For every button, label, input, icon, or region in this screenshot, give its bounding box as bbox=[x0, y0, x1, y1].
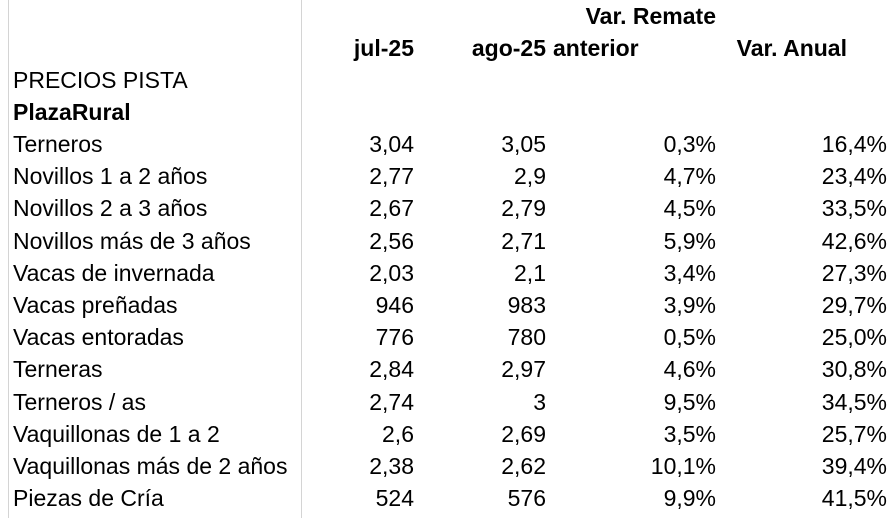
row-var-anual-value[interactable]: 16,4% bbox=[821, 131, 887, 157]
row-jul-value[interactable]: 2,74 bbox=[369, 389, 414, 415]
row-var-anual-value[interactable]: 27,3% bbox=[821, 260, 887, 286]
row-label[interactable]: Vaquillonas de 1 a 2 bbox=[13, 421, 220, 447]
header-var-anual[interactable]: Var. Anual bbox=[736, 35, 847, 61]
row-jul-value[interactable]: 776 bbox=[375, 324, 414, 350]
row-ago-value[interactable]: 2,71 bbox=[501, 228, 546, 254]
row-ago-value[interactable]: 780 bbox=[507, 324, 546, 350]
row-var-anual-value[interactable]: 42,6% bbox=[821, 228, 887, 254]
row-var-remate-value[interactable]: 3,9% bbox=[663, 292, 716, 318]
row-var-remate-value[interactable]: 9,9% bbox=[663, 485, 716, 511]
row-jul-value[interactable]: 2,03 bbox=[369, 260, 414, 286]
row-var-anual-value[interactable]: 23,4% bbox=[821, 163, 887, 189]
row-var-anual-value[interactable]: 33,5% bbox=[821, 195, 887, 221]
row-label[interactable]: Novillos más de 3 años bbox=[13, 228, 251, 254]
row-jul-value[interactable]: 2,6 bbox=[382, 421, 414, 447]
header-var-remate-line1[interactable]: Var. Remate bbox=[585, 3, 716, 29]
row-jul-value[interactable]: 524 bbox=[375, 485, 414, 511]
row-var-remate-value[interactable]: 5,9% bbox=[663, 228, 716, 254]
section-subtitle[interactable]: PlazaRural bbox=[13, 99, 131, 125]
row-label[interactable]: Vacas entoradas bbox=[13, 324, 184, 350]
row-jul-value[interactable]: 2,67 bbox=[369, 195, 414, 221]
row-label[interactable]: Terneros bbox=[13, 131, 103, 157]
row-label[interactable]: Vacas preñadas bbox=[13, 292, 178, 318]
row-jul-value[interactable]: 2,77 bbox=[369, 163, 414, 189]
column-gridline bbox=[301, 0, 302, 518]
row-ago-value[interactable]: 2,79 bbox=[501, 195, 546, 221]
section-title[interactable]: PRECIOS PISTA bbox=[13, 67, 188, 93]
row-var-anual-value[interactable]: 30,8% bbox=[821, 356, 887, 382]
row-var-anual-value[interactable]: 25,7% bbox=[821, 421, 887, 447]
row-ago-value[interactable]: 3,05 bbox=[501, 131, 546, 157]
row-var-anual-value[interactable]: 25,0% bbox=[821, 324, 887, 350]
row-jul-value[interactable]: 3,04 bbox=[369, 131, 414, 157]
row-label[interactable]: Terneras bbox=[13, 356, 103, 382]
row-jul-value[interactable]: 2,84 bbox=[369, 356, 414, 382]
row-jul-value[interactable]: 946 bbox=[375, 292, 414, 318]
row-var-anual-value[interactable]: 34,5% bbox=[821, 389, 887, 415]
row-ago-value[interactable]: 2,97 bbox=[501, 356, 546, 382]
row-ago-value[interactable]: 2,9 bbox=[514, 163, 546, 189]
row-var-remate-value[interactable]: 10,1% bbox=[650, 453, 716, 479]
header-jul-25[interactable]: jul-25 bbox=[353, 35, 414, 61]
row-ago-value[interactable]: 3 bbox=[533, 389, 546, 415]
row-var-anual-value[interactable]: 39,4% bbox=[821, 453, 887, 479]
row-ago-value[interactable]: 576 bbox=[507, 485, 546, 511]
row-ago-value[interactable]: 2,62 bbox=[501, 453, 546, 479]
row-var-remate-value[interactable]: 4,5% bbox=[663, 195, 716, 221]
header-var-remate-line2[interactable]: anterior bbox=[553, 35, 639, 61]
row-jul-value[interactable]: 2,56 bbox=[369, 228, 414, 254]
row-var-remate-value[interactable]: 3,4% bbox=[663, 260, 716, 286]
row-label[interactable]: Novillos 2 a 3 años bbox=[13, 195, 208, 221]
row-var-remate-value[interactable]: 9,5% bbox=[663, 389, 716, 415]
row-var-anual-value[interactable]: 41,5% bbox=[821, 485, 887, 511]
row-label[interactable]: Piezas de Cría bbox=[13, 485, 164, 511]
row-jul-value[interactable]: 2,38 bbox=[369, 453, 414, 479]
header-ago-25[interactable]: ago-25 bbox=[471, 35, 546, 61]
row-ago-value[interactable]: 2,69 bbox=[501, 421, 546, 447]
row-label[interactable]: Vacas de invernada bbox=[13, 260, 215, 286]
column-gridline bbox=[8, 0, 9, 518]
row-label[interactable]: Vaquillonas más de 2 años bbox=[13, 453, 288, 479]
row-var-anual-value[interactable]: 29,7% bbox=[821, 292, 887, 318]
row-ago-value[interactable]: 2,1 bbox=[514, 260, 546, 286]
row-var-remate-value[interactable]: 0,3% bbox=[663, 131, 716, 157]
row-label[interactable]: Terneros / as bbox=[13, 389, 146, 415]
row-var-remate-value[interactable]: 4,6% bbox=[663, 356, 716, 382]
row-var-remate-value[interactable]: 4,7% bbox=[663, 163, 716, 189]
row-label[interactable]: Novillos 1 a 2 años bbox=[13, 163, 208, 189]
row-ago-value[interactable]: 983 bbox=[507, 292, 546, 318]
row-var-remate-value[interactable]: 0,5% bbox=[663, 324, 716, 350]
row-var-remate-value[interactable]: 3,5% bbox=[663, 421, 716, 447]
